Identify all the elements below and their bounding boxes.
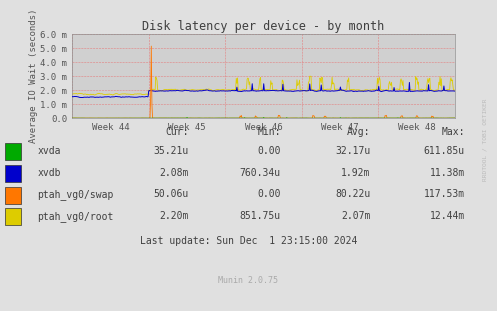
Text: RRDTOOL / TOBI OETIKER: RRDTOOL / TOBI OETIKER [482,99,487,181]
Text: Cur:: Cur: [166,127,189,137]
Text: 80.22u: 80.22u [335,189,370,199]
Text: Munin 2.0.75: Munin 2.0.75 [219,276,278,285]
Text: 35.21u: 35.21u [154,146,189,156]
Text: ptah_vg0/root: ptah_vg0/root [37,211,114,222]
Title: Disk latency per device - by month: Disk latency per device - by month [142,20,385,33]
Text: ptah_vg0/swap: ptah_vg0/swap [37,189,114,200]
Text: 11.38m: 11.38m [429,168,465,178]
Text: 2.08m: 2.08m [160,168,189,178]
Text: xvda: xvda [37,146,61,156]
Text: 1.92m: 1.92m [341,168,370,178]
Y-axis label: Average IO Wait (seconds): Average IO Wait (seconds) [28,9,38,143]
Text: 12.44m: 12.44m [429,211,465,221]
Text: Max:: Max: [441,127,465,137]
Text: Avg:: Avg: [347,127,370,137]
Text: 0.00: 0.00 [257,189,281,199]
Text: 760.34u: 760.34u [240,168,281,178]
Text: 851.75u: 851.75u [240,211,281,221]
Text: 2.07m: 2.07m [341,211,370,221]
Text: xvdb: xvdb [37,168,61,178]
Text: 32.17u: 32.17u [335,146,370,156]
Text: 611.85u: 611.85u [423,146,465,156]
Text: Min:: Min: [257,127,281,137]
Text: 0.00: 0.00 [257,146,281,156]
Text: 50.06u: 50.06u [154,189,189,199]
Text: 117.53m: 117.53m [423,189,465,199]
Text: Last update: Sun Dec  1 23:15:00 2024: Last update: Sun Dec 1 23:15:00 2024 [140,236,357,246]
Text: 2.20m: 2.20m [160,211,189,221]
